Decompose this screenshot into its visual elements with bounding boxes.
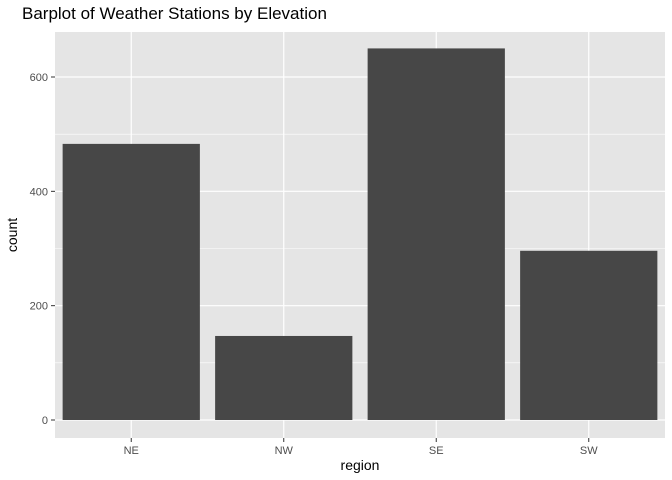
bars bbox=[62, 48, 658, 421]
x-tick-label: SE bbox=[429, 445, 444, 457]
bar-ne bbox=[62, 143, 200, 420]
chart-title: Barplot of Weather Stations by Elevation bbox=[22, 4, 327, 23]
y-tick-label: 0 bbox=[42, 415, 48, 427]
y-axis: 0 200 400 600 bbox=[30, 72, 55, 427]
y-tick-label: 600 bbox=[30, 72, 48, 84]
bar-nw bbox=[215, 335, 353, 420]
x-tick-label: SW bbox=[580, 445, 598, 457]
y-tick-label: 400 bbox=[30, 186, 48, 198]
bar-se bbox=[367, 48, 505, 421]
bar-sw bbox=[520, 250, 658, 420]
x-tick-label: NW bbox=[275, 445, 294, 457]
x-tick-label: NE bbox=[124, 445, 139, 457]
x-axis: NE NW SE SW bbox=[124, 438, 598, 457]
y-tick-label: 200 bbox=[30, 301, 48, 313]
x-axis-title: region bbox=[341, 457, 380, 473]
y-axis-title: count bbox=[4, 218, 20, 252]
